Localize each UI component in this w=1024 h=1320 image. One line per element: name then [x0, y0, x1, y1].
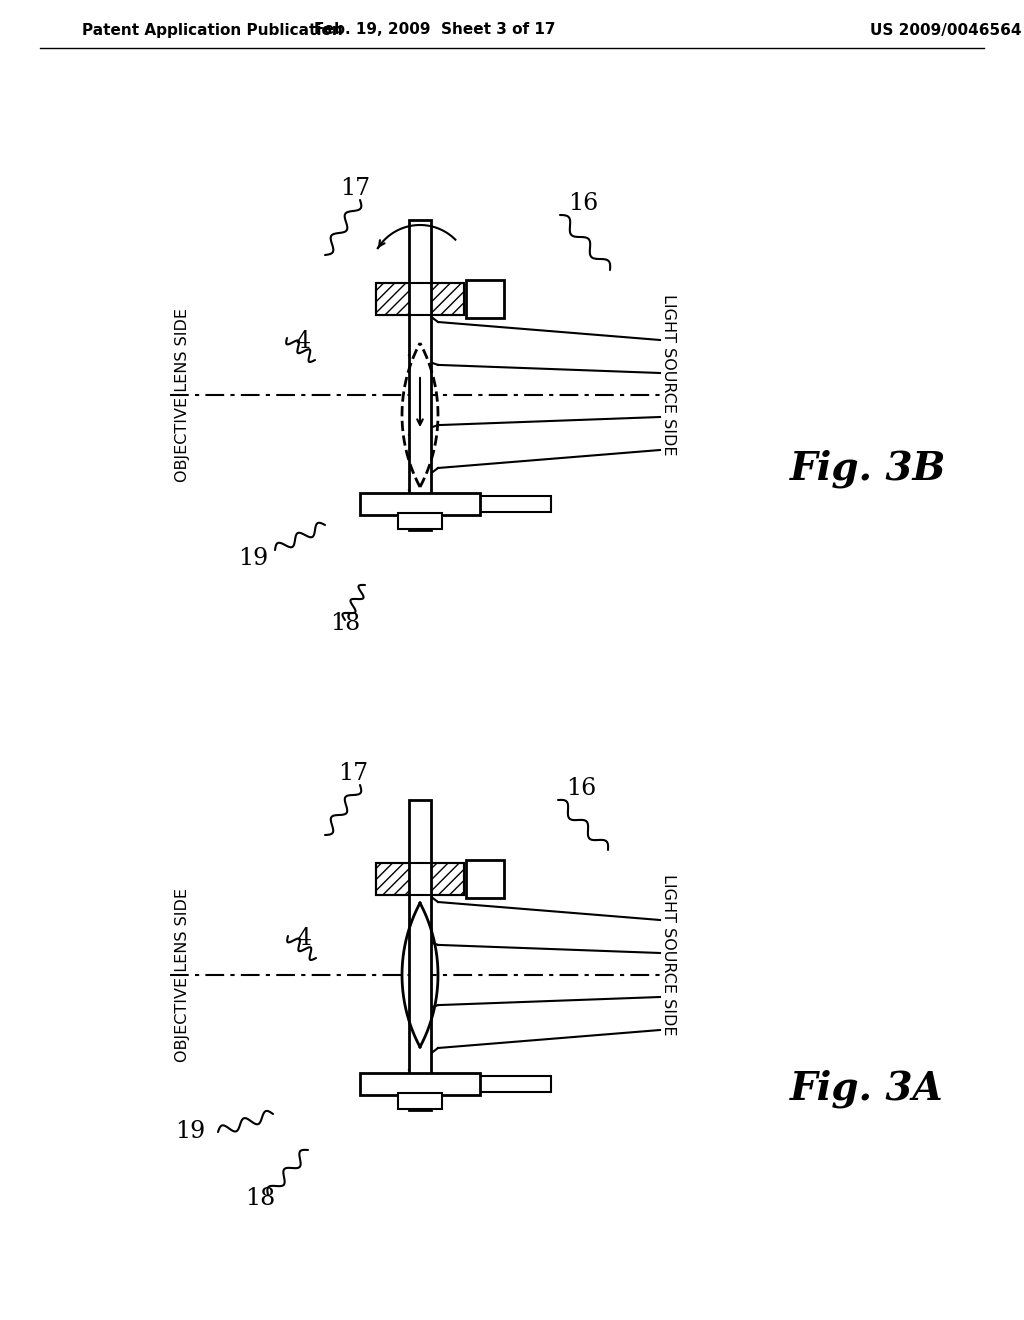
Bar — [376, 863, 464, 895]
Bar — [360, 492, 480, 515]
Text: 4: 4 — [295, 330, 310, 352]
Text: 16: 16 — [566, 777, 596, 800]
Text: Feb. 19, 2009  Sheet 3 of 17: Feb. 19, 2009 Sheet 3 of 17 — [314, 22, 556, 37]
Bar — [466, 280, 504, 318]
Text: OBJECTIVE LENS SIDE: OBJECTIVE LENS SIDE — [174, 888, 189, 1063]
Bar — [409, 800, 431, 1110]
Bar — [409, 220, 431, 531]
Text: Fig. 3A: Fig. 3A — [790, 1071, 944, 1109]
Text: US 2009/0046564 A1: US 2009/0046564 A1 — [870, 22, 1024, 37]
Text: OBJECTIVE LENS SIDE: OBJECTIVE LENS SIDE — [174, 308, 189, 482]
Text: 17: 17 — [340, 177, 370, 201]
Bar — [376, 863, 464, 895]
Text: 19: 19 — [175, 1119, 205, 1143]
Bar — [360, 1073, 480, 1096]
Bar — [431, 496, 551, 512]
Bar — [376, 282, 464, 315]
Text: 17: 17 — [338, 762, 368, 785]
Text: Patent Application Publication: Patent Application Publication — [82, 22, 343, 37]
Bar — [466, 861, 504, 898]
Text: 18: 18 — [245, 1187, 275, 1210]
Text: Fig. 3B: Fig. 3B — [790, 450, 946, 488]
Text: 4: 4 — [296, 927, 311, 950]
Bar — [398, 1093, 442, 1109]
Text: LIGHT SOURCE SIDE: LIGHT SOURCE SIDE — [660, 294, 676, 455]
Text: 19: 19 — [238, 546, 268, 570]
Bar — [376, 282, 464, 315]
Text: 18: 18 — [330, 612, 360, 635]
Bar — [398, 513, 442, 529]
Text: 16: 16 — [568, 191, 598, 215]
Text: LIGHT SOURCE SIDE: LIGHT SOURCE SIDE — [660, 874, 676, 1036]
Bar — [431, 1076, 551, 1092]
